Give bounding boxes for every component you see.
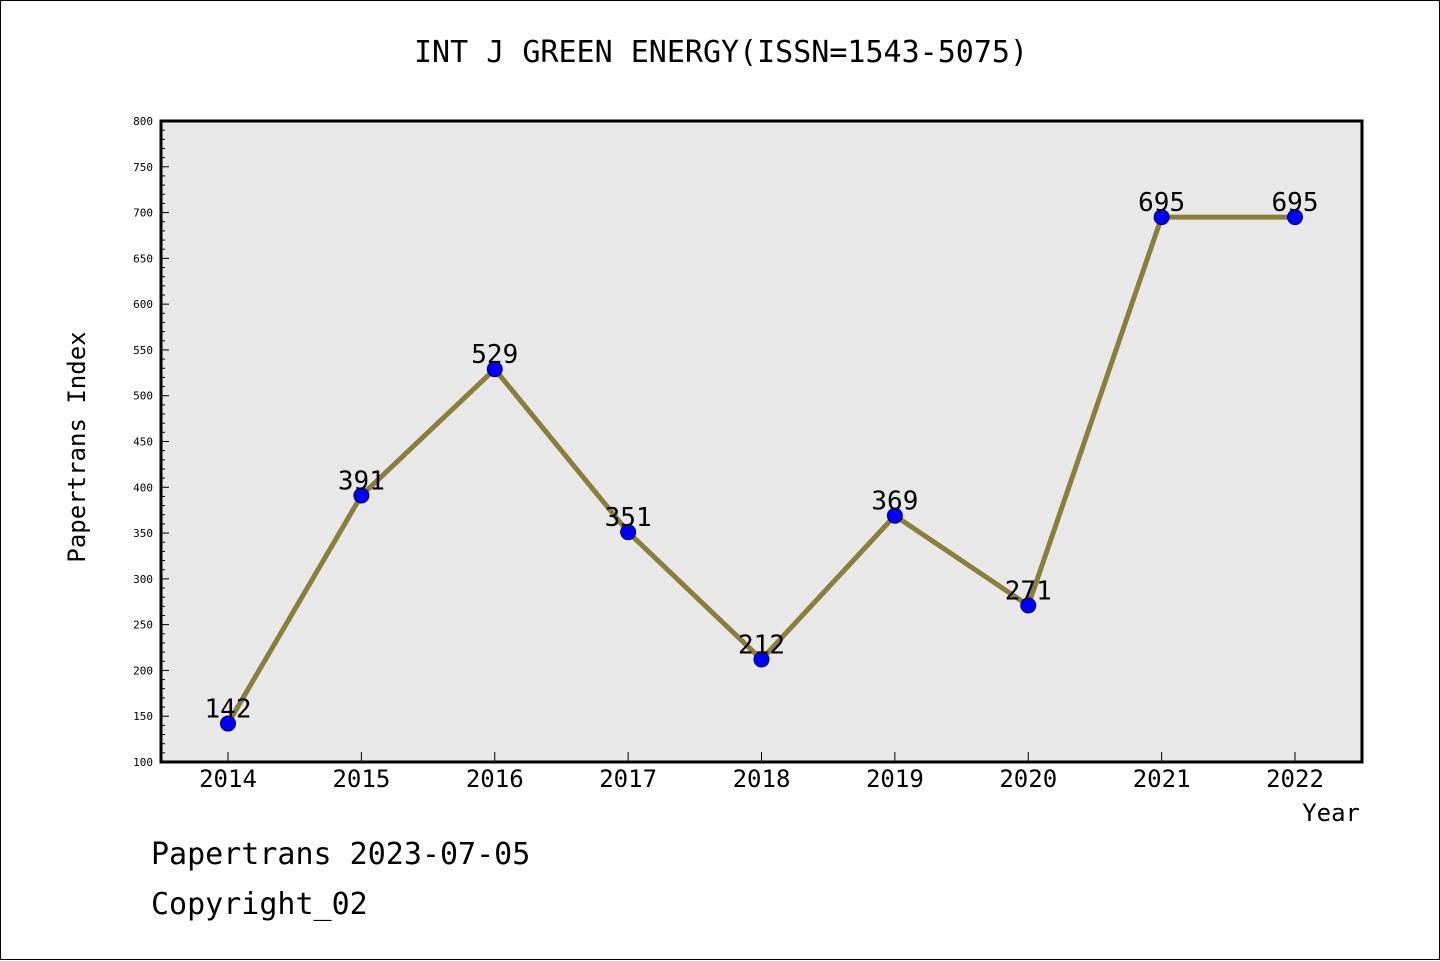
- y-tick-label: 750: [133, 161, 153, 174]
- x-tick-label: 2022: [1266, 765, 1324, 793]
- y-axis-ticks: 100 150 200 250 300 350 400 450 500 550 600 650 700 7…: [133, 115, 169, 769]
- data-point: [1153, 209, 1170, 226]
- x-tick-label: 2018: [733, 765, 791, 793]
- y-tick-label: 800: [133, 115, 153, 128]
- data-point: [1020, 597, 1037, 614]
- data-label: 369: [871, 487, 918, 517]
- data-point: [220, 715, 236, 732]
- data-label: 695: [1138, 188, 1185, 218]
- y-tick-label: 250: [133, 619, 153, 632]
- x-tick-label: 2014: [199, 765, 257, 793]
- y-tick-label: 350: [133, 527, 153, 540]
- y-tick-label: 100: [133, 756, 153, 769]
- data-label: 271: [1005, 576, 1052, 606]
- data-label: 529: [471, 340, 518, 370]
- data-label: 142: [205, 695, 252, 725]
- x-tick-label: 2019: [866, 765, 924, 793]
- x-tick-label: 2020: [999, 765, 1057, 793]
- data-label: 212: [738, 630, 785, 660]
- y-tick-label: 150: [133, 710, 153, 723]
- y-tick-label: 600: [133, 298, 153, 311]
- chart-title: INT J GREEN ENERGY(ISSN=1543-5075): [413, 35, 1029, 70]
- y-tick-label: 400: [133, 481, 153, 494]
- y-tick-label: 550: [133, 344, 153, 357]
- x-tick-label: 2021: [1133, 765, 1191, 793]
- x-axis-label: Year: [1302, 799, 1360, 827]
- data-label: 351: [605, 503, 652, 533]
- x-tick-label: 2015: [332, 765, 390, 793]
- data-point: [1287, 209, 1303, 226]
- y-tick-label: 700: [133, 207, 153, 220]
- y-tick-label: 650: [133, 252, 153, 265]
- footer-copyright: Copyright_02: [151, 887, 368, 922]
- data-point: [353, 487, 370, 504]
- data-label: 695: [1272, 188, 1319, 218]
- y-tick-label: 200: [133, 664, 153, 677]
- y-axis-label: Papertrans Index: [63, 331, 91, 562]
- x-tick-label: 2017: [599, 765, 657, 793]
- series-group: 142 391 529 351 212 369 271 695 695: [205, 188, 1319, 732]
- data-point: [886, 507, 903, 524]
- data-point: [620, 524, 637, 541]
- footer-date: Papertrans 2023-07-05: [151, 837, 531, 872]
- y-tick-label: 500: [133, 390, 153, 403]
- x-axis-ticks: 2014 2015 2016 2017 2018 2019 2020 2021 2022: [199, 752, 1324, 793]
- y-tick-label: 450: [133, 436, 153, 449]
- data-point: [753, 651, 770, 668]
- data-point: [486, 361, 503, 378]
- data-label: 391: [338, 467, 385, 497]
- y-tick-label: 300: [133, 573, 153, 586]
- x-tick-label: 2016: [466, 765, 524, 793]
